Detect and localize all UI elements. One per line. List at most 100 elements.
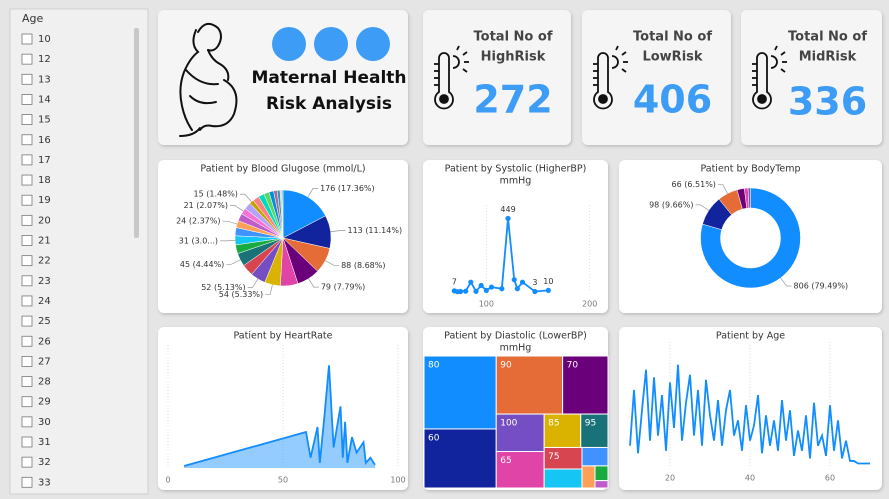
header-title: Risk Analysis — [266, 94, 392, 114]
tile — [581, 446, 609, 467]
checkbox[interactable] — [21, 134, 33, 146]
sun — [452, 55, 460, 69]
slicer-item-label[interactable]: 20 — [38, 215, 51, 226]
slicer-item-label[interactable]: 29 — [38, 397, 51, 408]
slicer-item[interactable]: 23 — [21, 275, 51, 287]
slicer-item[interactable]: 30 — [21, 416, 51, 428]
slicer-item[interactable]: 22 — [21, 255, 51, 267]
checkbox[interactable] — [21, 355, 33, 367]
slicer-item[interactable]: 14 — [21, 94, 51, 105]
slicer-item[interactable]: 29 — [21, 396, 51, 408]
checkbox[interactable] — [21, 335, 33, 347]
tile — [543, 413, 582, 448]
x-tick-label: 60 — [825, 474, 835, 483]
slicer-item[interactable]: 21 — [21, 235, 51, 247]
kpi-value: 406 — [633, 78, 712, 122]
checkbox[interactable] — [21, 53, 33, 65]
chart-card — [619, 160, 882, 313]
checkbox[interactable] — [21, 94, 33, 105]
checkbox[interactable] — [21, 255, 33, 267]
slicer-item-label[interactable]: 26 — [38, 336, 51, 347]
slicer-item-label[interactable]: 15 — [38, 115, 51, 126]
checkbox[interactable] — [21, 114, 33, 125]
slicer-item-label[interactable]: 13 — [38, 74, 51, 85]
slicer-item[interactable]: 27 — [21, 355, 51, 367]
dot — [314, 27, 348, 61]
sun-ray — [780, 68, 786, 73]
leader-line — [265, 284, 273, 295]
slicer-item[interactable]: 19 — [21, 194, 51, 206]
slicer-item[interactable]: 12 — [21, 53, 51, 65]
checkbox[interactable] — [21, 315, 33, 327]
slicer-item-label[interactable]: 10 — [38, 34, 51, 45]
checkbox[interactable] — [21, 33, 33, 45]
kpi-label: Total No of — [633, 30, 712, 45]
slicer-item[interactable]: 15 — [21, 114, 51, 126]
slicer-item-label[interactable]: 19 — [38, 195, 51, 206]
slicer-item[interactable]: 28 — [21, 376, 51, 388]
leader-line — [307, 188, 319, 198]
checkbox[interactable] — [21, 396, 33, 408]
slice — [700, 187, 801, 289]
checkbox[interactable] — [21, 456, 33, 468]
slicer-item-label[interactable]: 23 — [38, 276, 51, 287]
checkbox[interactable] — [21, 476, 33, 488]
slicer-item-label[interactable]: 30 — [38, 417, 51, 428]
data-label: 52 (5.13%) — [201, 283, 245, 292]
checkbox[interactable] — [21, 235, 33, 246]
leader-line — [330, 230, 346, 233]
slicer-item-label[interactable]: 22 — [38, 256, 51, 267]
slicer-item[interactable]: 16 — [21, 134, 51, 146]
kpi-label: HighRisk — [481, 50, 546, 65]
slicer-item[interactable]: 31 — [21, 436, 51, 448]
slicer-item-label[interactable]: 28 — [38, 377, 51, 388]
data-label: 7 — [452, 277, 457, 286]
slicer-item[interactable]: 18 — [21, 174, 51, 186]
leader-line — [695, 204, 710, 211]
slicer-item[interactable]: 33 — [21, 476, 51, 488]
slicer-item[interactable]: 17 — [21, 154, 51, 166]
slicer-item[interactable]: 24 — [21, 295, 51, 307]
slicer-item-label[interactable]: 33 — [38, 477, 51, 488]
checkbox[interactable] — [21, 436, 33, 448]
slicer-item[interactable]: 20 — [21, 214, 51, 226]
slicer-item[interactable]: 32 — [21, 456, 51, 468]
slicer-item-label[interactable]: 14 — [38, 94, 51, 105]
slicer-item-label[interactable]: 21 — [38, 236, 51, 247]
checkbox[interactable] — [21, 295, 33, 307]
checkbox[interactable] — [21, 73, 33, 85]
tile — [495, 355, 564, 415]
slicer-item[interactable]: 10 — [21, 33, 51, 45]
sun-ray — [462, 68, 468, 73]
slicer-item[interactable]: 13 — [21, 73, 51, 85]
checkbox[interactable] — [21, 214, 33, 226]
sun-ray — [780, 51, 786, 56]
chart-title: mmHg — [500, 343, 532, 354]
slicer-item-label[interactable]: 18 — [38, 175, 51, 186]
slicer-item[interactable]: 26 — [21, 335, 51, 347]
x-tick-label: 100 — [479, 300, 494, 309]
slicer-item-label[interactable]: 31 — [38, 437, 51, 448]
slicer-item-label[interactable]: 17 — [38, 155, 51, 166]
slicer-item[interactable]: 25 — [21, 315, 51, 327]
thermometer-icon — [434, 45, 469, 110]
chart-card — [423, 160, 608, 313]
tile-label: 65 — [500, 456, 511, 466]
slicer-item-label[interactable]: 25 — [38, 316, 51, 327]
slicer-item-label[interactable]: 12 — [38, 54, 51, 65]
x-tick-label: 20 — [665, 474, 675, 483]
chart-title: mmHg — [500, 176, 532, 187]
slicer-item-label[interactable]: 16 — [38, 135, 51, 146]
slicer-item-label[interactable]: 27 — [38, 356, 51, 367]
scrollbar[interactable] — [134, 28, 139, 238]
checkbox[interactable] — [21, 174, 33, 186]
sun-ray — [615, 45, 619, 51]
slicer-item-label[interactable]: 32 — [38, 457, 51, 468]
checkbox[interactable] — [21, 376, 33, 387]
checkbox[interactable] — [21, 275, 33, 287]
slicer-item-label[interactable]: 24 — [38, 296, 51, 307]
checkbox[interactable] — [21, 416, 33, 428]
checkbox[interactable] — [21, 194, 33, 206]
checkbox[interactable] — [21, 154, 33, 166]
